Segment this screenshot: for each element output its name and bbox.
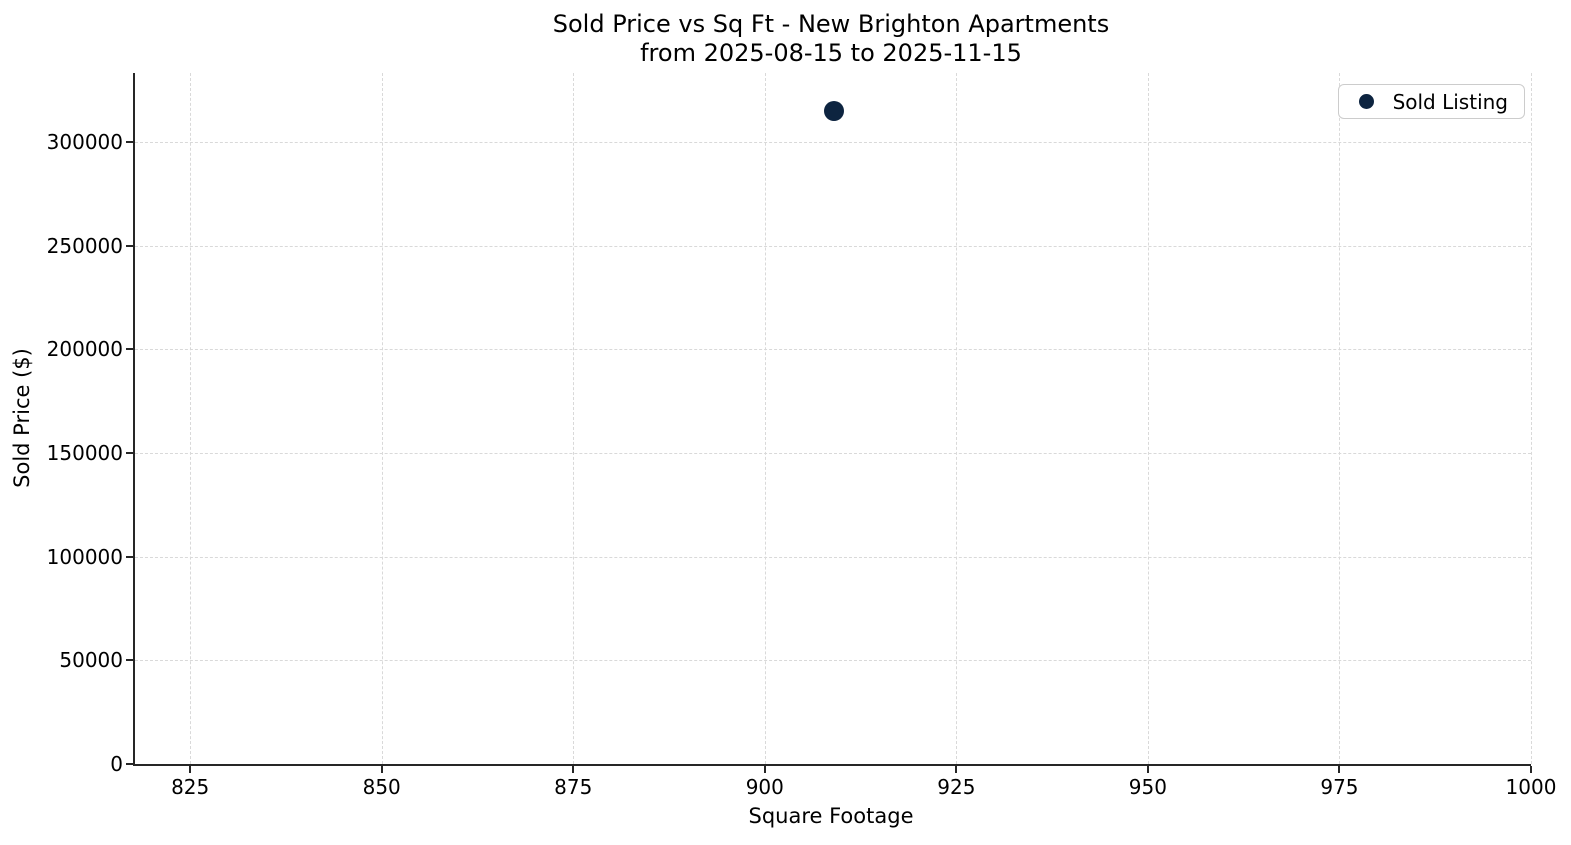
- x-tick-label: 975: [1320, 775, 1359, 799]
- x-tick: [763, 766, 766, 773]
- y-tick: [126, 659, 133, 662]
- y-gridline: [135, 453, 1531, 455]
- y-gridline: [135, 245, 1531, 247]
- plot-area: Sold Listing 0 50000 100000 150000 200000 250…: [47, 73, 1556, 799]
- y-tick: [126, 244, 133, 247]
- y-tick: [126, 452, 133, 455]
- y-tick: [126, 555, 133, 558]
- y-gridline: [135, 142, 1531, 144]
- x-gridline: [573, 73, 575, 764]
- y-tick-label: 50000: [59, 648, 123, 673]
- legend-marker-icon: [1358, 94, 1374, 109]
- chart-title: Sold Price vs Sq Ft - New Brighton Apart…: [133, 10, 1529, 68]
- y-axis-label: Sold Price ($): [10, 348, 34, 488]
- x-gridline: [190, 73, 192, 764]
- y-tick-label: 300000: [46, 130, 123, 155]
- x-gridline: [1531, 73, 1532, 764]
- y-tick-label: 100000: [46, 544, 123, 569]
- chart-title-line1: Sold Price vs Sq Ft - New Brighton Apart…: [552, 10, 1110, 38]
- y-tick-label: 0: [110, 752, 123, 776]
- x-tick-label: 925: [937, 775, 976, 799]
- x-tick: [1146, 766, 1149, 773]
- legend: Sold Listing: [1337, 84, 1525, 119]
- y-gridline: [135, 660, 1531, 662]
- x-tick: [955, 766, 958, 773]
- x-tick-label: 900: [745, 775, 784, 799]
- x-tick: [1530, 766, 1532, 773]
- x-tick-label: 825: [171, 775, 210, 799]
- x-gridline: [764, 73, 766, 764]
- x-gridline: [381, 73, 383, 764]
- x-tick: [572, 766, 575, 773]
- legend-label: Sold Listing: [1392, 89, 1508, 114]
- y-tick-label: 250000: [46, 233, 123, 258]
- x-tick: [380, 766, 383, 773]
- x-gridline: [1339, 73, 1341, 764]
- y-gridline: [135, 556, 1531, 558]
- x-tick: [189, 766, 192, 773]
- y-tick: [126, 763, 133, 765]
- y-tick: [126, 141, 133, 144]
- y-tick: [126, 348, 133, 351]
- y-tick-label: 200000: [46, 337, 123, 362]
- chart-title-line2: from 2025-08-15 to 2025-11-15: [640, 39, 1022, 67]
- y-tick-label: 150000: [46, 441, 123, 466]
- x-axis-label: Square Footage: [748, 804, 914, 828]
- x-tick-label: 850: [362, 775, 401, 799]
- data-point: [823, 100, 844, 121]
- x-tick-label: 950: [1128, 775, 1167, 799]
- x-gridline: [1147, 73, 1149, 764]
- x-tick: [1338, 766, 1341, 773]
- y-gridline: [135, 349, 1531, 351]
- x-tick-label: 1000: [1505, 775, 1557, 799]
- x-gridline: [956, 73, 958, 764]
- x-tick-label: 875: [554, 775, 593, 799]
